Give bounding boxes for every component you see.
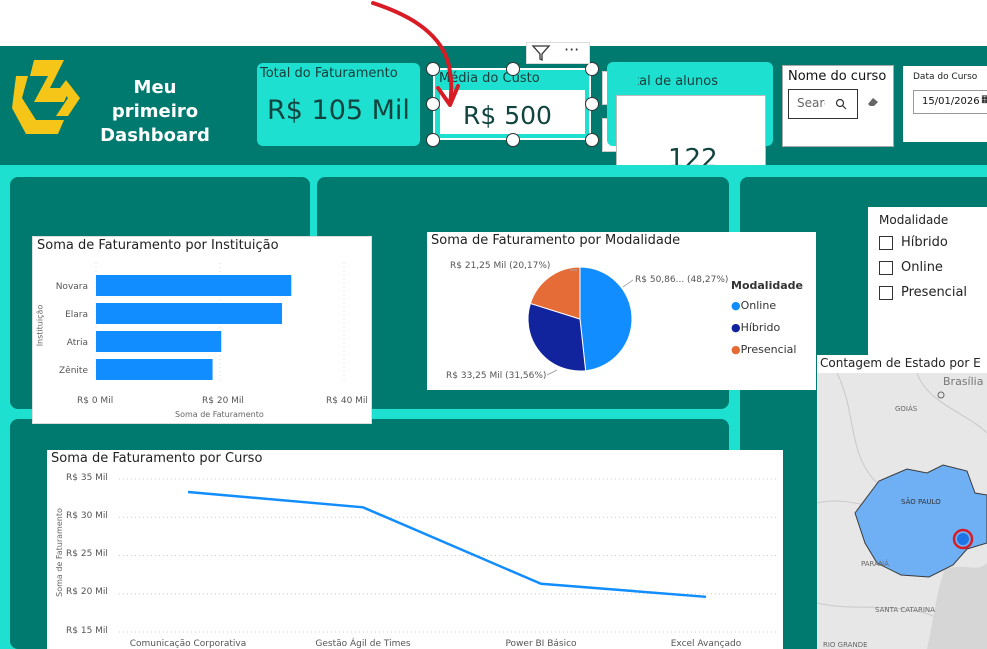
leader-line: [546, 369, 558, 376]
chart-title: Contagem de Estado por E: [820, 356, 981, 370]
bar-chart-plot: Novara Elara Atria Zênite: [56, 263, 345, 383]
legend-item-presencial[interactable]: ●Presencial: [731, 343, 797, 356]
pie-chart-modalidade[interactable]: Soma de Faturamento por Modalidade R$ 50…: [427, 232, 816, 390]
map-label-rio-grande: RIO GRANDE: [823, 641, 868, 649]
resize-handle[interactable]: [585, 97, 599, 111]
chart-title: Soma de Faturamento por Modalidade: [431, 233, 681, 248]
annotation-arrow: [371, 1, 460, 107]
eraser-icon[interactable]: [866, 96, 880, 108]
legend-title: Modalidade: [731, 279, 803, 292]
map-label-santa-catarina: SANTA CATARINA: [875, 606, 935, 614]
kpi-label: Total do Faturamento: [260, 66, 398, 81]
map-plot: [817, 373, 987, 649]
map-label-parana: PARANÁ: [861, 560, 889, 568]
filter-icon[interactable]: [531, 44, 551, 62]
y-tick-label: Novara: [56, 282, 88, 292]
search-box[interactable]: Search: [788, 89, 858, 119]
dashboard-title: Meu primeiro Dashboard: [100, 77, 210, 146]
x-tick-label: R$ 0 Mil: [77, 396, 114, 406]
bar[interactable]: [96, 359, 213, 380]
chart-title: Soma de Faturamento por Instituição: [37, 238, 279, 253]
kpi-value: R$ 500: [463, 101, 552, 130]
checkbox-online[interactable]: Online: [879, 255, 967, 280]
checkbox-icon[interactable]: [879, 285, 893, 300]
data-label: R$ 50,86... (48,27%): [635, 275, 728, 285]
x-tick-label: Excel Avançado: [671, 639, 742, 649]
slicer-label: Data do Curso: [913, 72, 978, 82]
series-line[interactable]: [187, 490, 707, 599]
slicer-nome-curso: Nome do curso Search: [782, 65, 894, 147]
leader-line: [622, 279, 634, 288]
x-tick-label: Comunicação Corporativa: [130, 639, 247, 649]
pie-slice[interactable]: [527, 302, 587, 372]
pie-slice[interactable]: [529, 266, 581, 320]
resize-handle[interactable]: [426, 133, 440, 147]
checkbox-presencial[interactable]: Presencial: [879, 280, 967, 305]
x-tick-label: Gestão Ágil de Times: [315, 637, 410, 649]
y-tick-label: R$ 25 Mil: [66, 549, 108, 559]
bar[interactable]: [96, 275, 292, 296]
bar[interactable]: [96, 331, 222, 352]
search-input[interactable]: Search: [797, 96, 825, 110]
resize-handle[interactable]: [506, 62, 520, 76]
bar[interactable]: [96, 303, 282, 324]
kpi-card-faturamento[interactable]: Total do Faturamento R$ 105 Mil: [257, 63, 420, 146]
slicer-modalidade: Modalidade Híbrido Online Presencial: [868, 207, 987, 355]
kpi-card-custo[interactable]: Média do Custo R$ 500: [433, 68, 591, 140]
line-chart-curso[interactable]: Soma de Faturamento por Curso Soma de Fa…: [47, 450, 783, 649]
y-tick-label: R$ 35 Mil: [66, 473, 108, 483]
kpi-label: Total de alunos: [638, 74, 718, 89]
y-tick-label: R$ 30 Mil: [66, 511, 108, 521]
map-visual[interactable]: Contagem de Estado por E Brasília GOIÁS …: [817, 355, 987, 649]
bar-chart-instituicao[interactable]: Soma de Faturamento por Instituição Inst…: [32, 236, 372, 424]
checkbox-hibrido[interactable]: Híbrido: [879, 230, 967, 255]
legend-item-hibrido[interactable]: ●Híbrido: [731, 321, 781, 334]
line-chart-plot: Comunicação Corporativa Gestão Ágil de Ti…: [119, 478, 777, 649]
resize-handle[interactable]: [585, 62, 599, 76]
map-label-goias: GOIÁS: [895, 405, 918, 413]
x-tick-label: R$ 20 Mil: [202, 396, 244, 406]
resize-handle[interactable]: [426, 97, 440, 111]
kpi-value: R$ 105 Mil: [267, 95, 410, 126]
data-label: R$ 33,25 Mil (31,56%): [446, 371, 546, 381]
x-tick-label: R$ 40 Mil: [326, 396, 368, 406]
checkbox-icon[interactable]: [879, 260, 893, 275]
map-label-brasilia: Brasília: [943, 375, 984, 388]
y-tick-label: R$ 15 Mil: [66, 626, 108, 636]
more-options-icon[interactable]: ···: [564, 40, 580, 59]
resize-handle[interactable]: [506, 133, 520, 147]
pie-slice[interactable]: [579, 266, 633, 372]
y-tick-label: Atria: [67, 338, 88, 348]
checkbox-icon[interactable]: [879, 235, 893, 250]
pie-chart-plot: R$ 50,86... (48,27%) R$ 33,25 Mil (31,56%…: [446, 261, 728, 381]
slicer-label: Nome do curso: [788, 69, 887, 84]
slicer-data-curso: Data do Curso 15/01/2026 ▦: [903, 66, 987, 142]
y-tick-label: Zênite: [59, 365, 88, 376]
date-input[interactable]: 15/01/2026: [913, 90, 987, 114]
legend-item-online[interactable]: ●Online: [731, 299, 777, 312]
x-axis-label: Soma de Faturamento: [175, 410, 264, 419]
dashboard-logo-icon: [12, 60, 80, 134]
y-tick-label: Elara: [65, 310, 88, 320]
resize-handle[interactable]: [585, 133, 599, 147]
chart-title: Soma de Faturamento por Curso: [51, 451, 263, 466]
slicer-label: Modalidade: [879, 213, 949, 227]
data-label: R$ 21,25 Mil (20,17%): [450, 261, 550, 271]
x-tick-label: Power BI Básico: [505, 639, 577, 649]
resize-handle[interactable]: [426, 62, 440, 76]
y-tick-label: R$ 20 Mil: [66, 587, 108, 597]
calendar-icon[interactable]: ▦: [981, 94, 987, 105]
map-label-sao-paulo: SÃO PAULO: [901, 498, 941, 506]
search-icon: [835, 98, 847, 110]
